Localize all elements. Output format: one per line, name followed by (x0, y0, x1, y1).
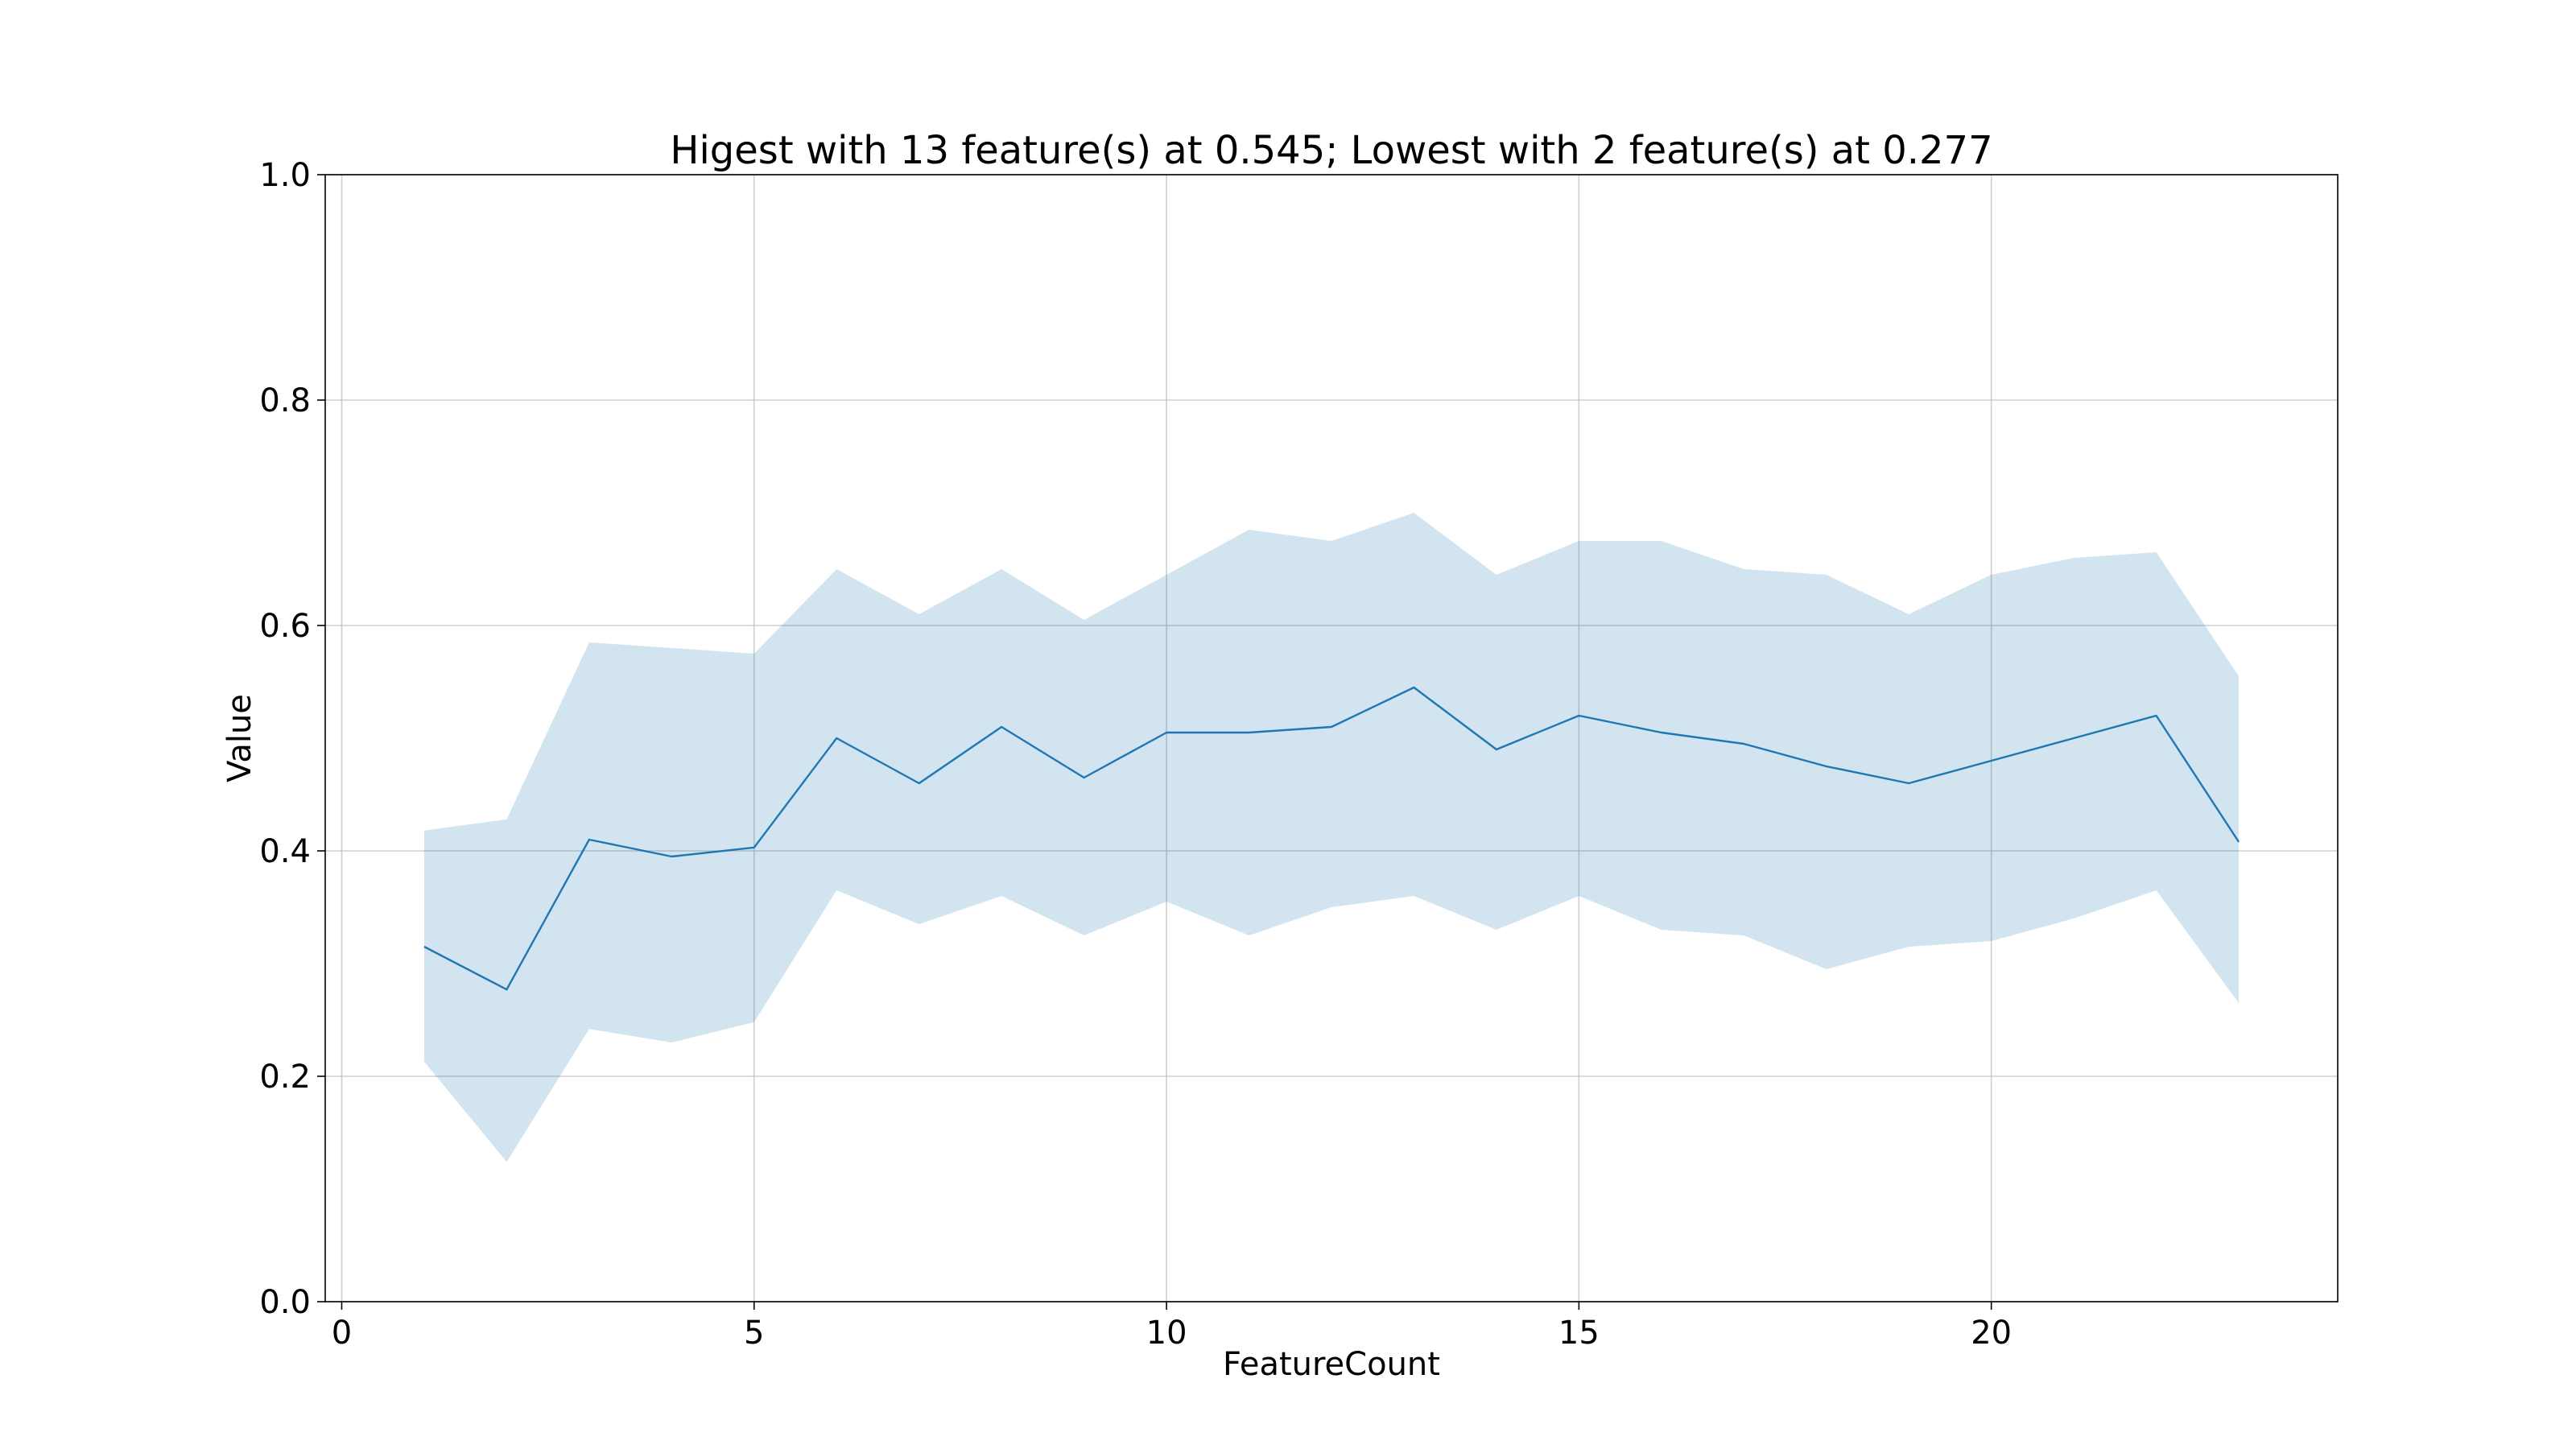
plot-frame (324, 174, 2339, 1302)
tick-layer: 0 5 10 15 20 0.0 0.2 0.4 0.6 0.8 1.0 (259, 157, 2012, 1352)
confidence-band-layer (423, 513, 2240, 1162)
y-tick-label: 0.8 (259, 382, 311, 419)
x-tick-label: 0 (332, 1315, 352, 1352)
confidence-band (423, 513, 2240, 1162)
y-tick-label: 0.0 (259, 1284, 311, 1321)
y-tick-label: 0.6 (259, 608, 311, 645)
mean-line (423, 686, 2240, 991)
y-tick-label: 0.4 (259, 833, 311, 870)
x-tick-label: 10 (1146, 1315, 1187, 1352)
x-axis-label: FeatureCount (1223, 1346, 1440, 1383)
y-tick-label: 0.2 (259, 1059, 311, 1096)
y-axis-label: Value (221, 694, 258, 782)
chart-title: Higest with 13 feature(s) at 0.545; Lowe… (670, 128, 1992, 173)
x-tick-label: 15 (1558, 1315, 1600, 1352)
x-tick-label: 5 (744, 1315, 764, 1352)
x-tick-label: 20 (1971, 1315, 2012, 1352)
line-layer (423, 686, 2240, 991)
y-tick-label: 1.0 (259, 157, 311, 194)
